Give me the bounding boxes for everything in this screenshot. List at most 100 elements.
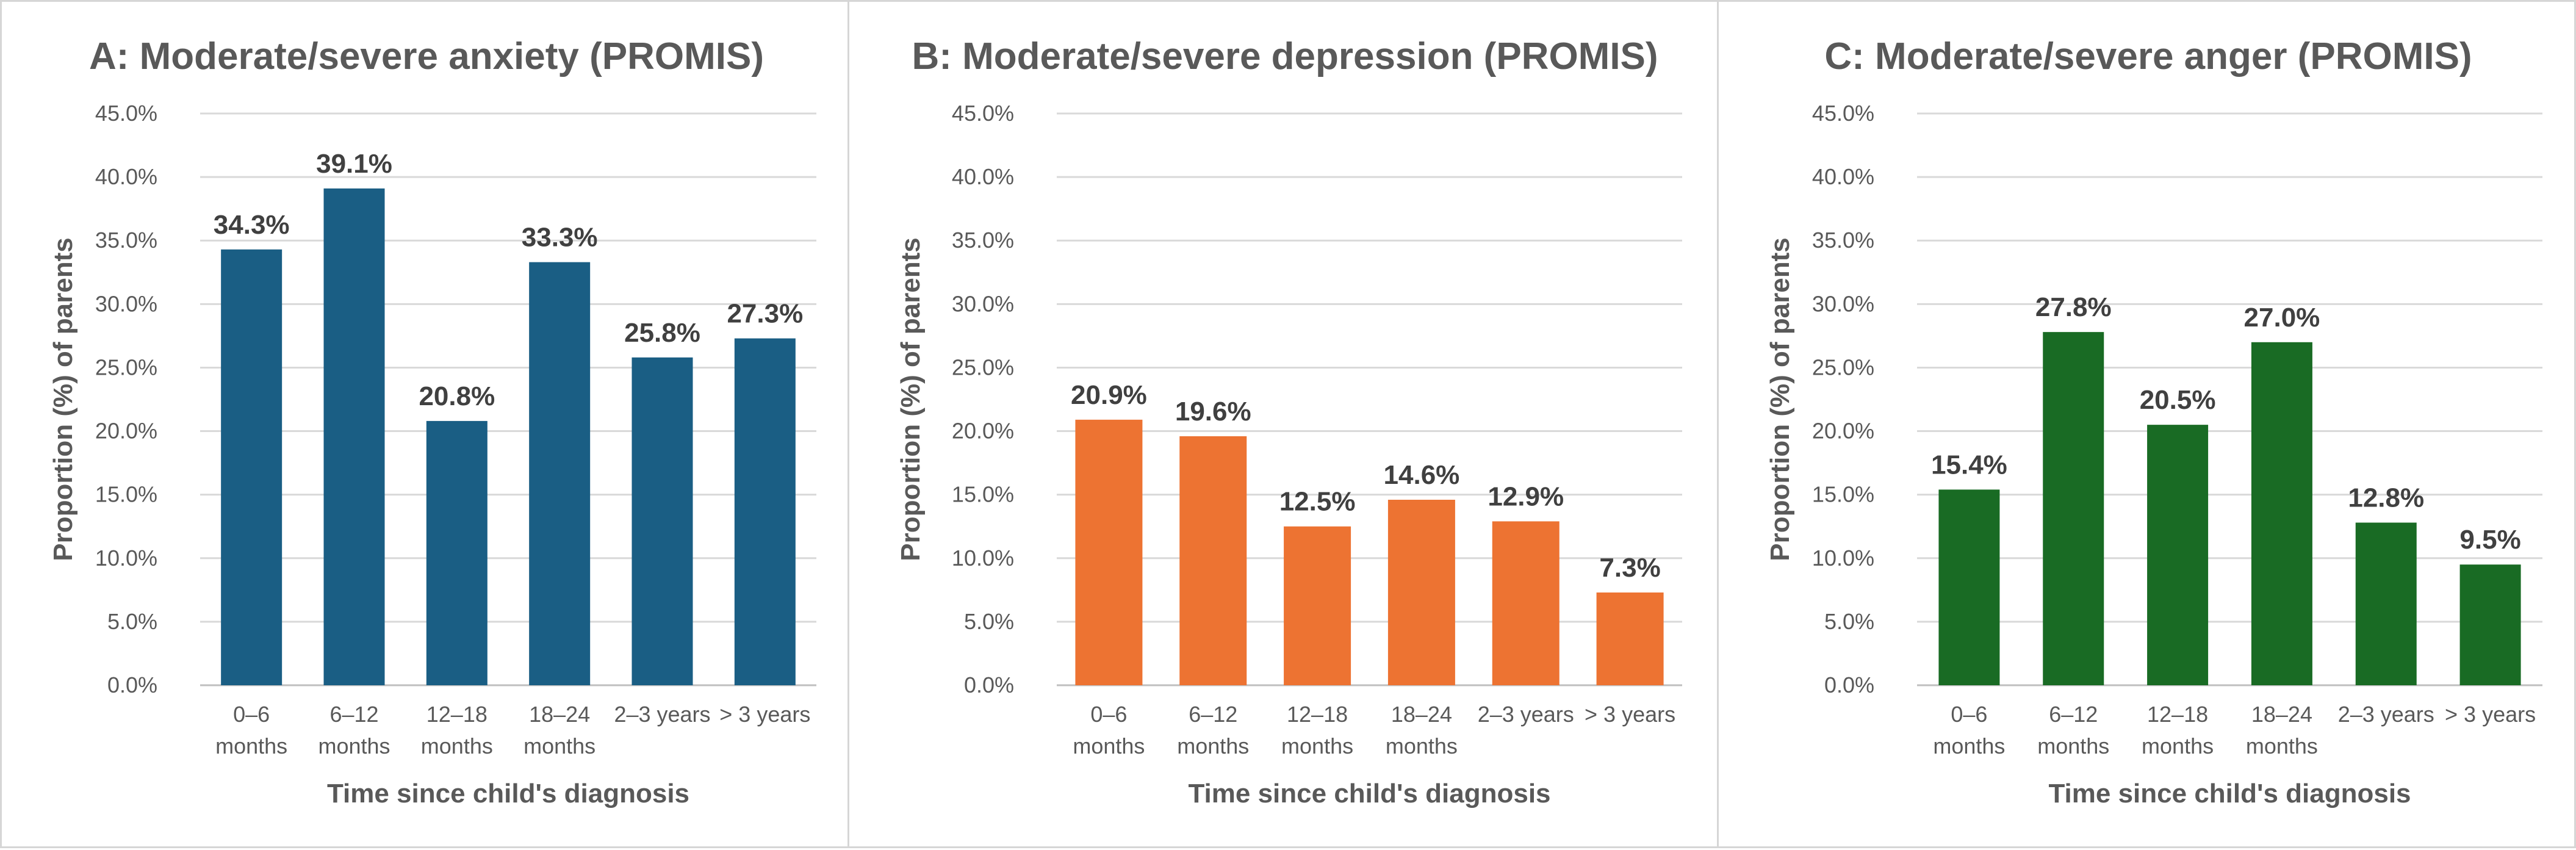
y-tick-label: 5.0% <box>1824 609 1874 634</box>
x-tick-label: 18–24 months <box>2246 702 2318 758</box>
bar <box>2147 425 2209 685</box>
y-tick-label: 35.0% <box>1812 228 1874 253</box>
x-tick-line: 12–18 <box>2147 702 2208 727</box>
bar <box>1179 436 1247 685</box>
bar <box>631 357 693 685</box>
chart-c: C: Moderate/severe anger (PROMIS) 0.0% 5.0… <box>1765 35 2542 809</box>
y-tick-label: 40.0% <box>95 164 157 189</box>
y-tick-label: 20.0% <box>1812 419 1874 444</box>
data-label: 19.6% <box>1175 397 1251 427</box>
data-label: 34.3% <box>214 210 290 240</box>
bar <box>529 262 591 685</box>
y-tick-label: 20.0% <box>952 419 1014 444</box>
x-tick-line: 18–24 <box>2251 702 2312 727</box>
y-tick-label: 25.0% <box>1812 355 1874 380</box>
x-tick-label: 12–18 months <box>2142 702 2214 758</box>
y-tick-label: 0.0% <box>107 672 157 697</box>
y-tick-label: 30.0% <box>952 291 1014 316</box>
x-tick-line: months <box>1281 733 1353 758</box>
x-axis-title: Time since child's diagnosis <box>1188 779 1550 809</box>
data-label: 39.1% <box>316 149 392 179</box>
data-label: 27.3% <box>727 299 803 329</box>
bar <box>2459 564 2521 685</box>
x-tick-label: 6–12 months <box>1177 702 1249 758</box>
y-tick-label: 10.0% <box>95 546 157 571</box>
x-tick-line: 18–24 <box>529 702 590 727</box>
x-tick-label: 2–3 years <box>2338 702 2434 727</box>
bar <box>734 338 796 685</box>
x-tick-line: months <box>1177 733 1249 758</box>
y-axis-title: Proportion (%) of parents <box>896 237 926 561</box>
chart-a: A: Moderate/severe anxiety (PROMIS) 0.0% 5… <box>48 35 816 809</box>
x-tick-line: > 3 years <box>2445 702 2536 727</box>
x-tick-label: 2–3 years <box>1478 702 1574 727</box>
y-tick-label: 30.0% <box>95 291 157 316</box>
y-tick-label: 20.0% <box>95 419 157 444</box>
y-tick-label: 45.0% <box>95 101 157 126</box>
x-tick-label: > 3 years <box>2445 702 2536 727</box>
chart-panel-b: B: Moderate/severe depression (PROMIS) 0.… <box>847 0 1719 848</box>
bar <box>2251 342 2312 685</box>
x-tick-line: 12–18 <box>426 702 487 727</box>
bar <box>1075 419 1143 685</box>
y-tick-label: 10.0% <box>1812 546 1874 571</box>
data-label: 12.8% <box>2348 483 2424 513</box>
x-tick-label: 0–6 months <box>1073 702 1145 758</box>
x-tick-line: months <box>1386 733 1458 758</box>
x-tick-line: months <box>2142 733 2214 758</box>
x-axis-title: Time since child's diagnosis <box>327 779 689 809</box>
bar <box>426 420 487 685</box>
x-tick-line: 6–12 <box>329 702 378 727</box>
data-label: 14.6% <box>1384 460 1460 490</box>
y-tick-label: 45.0% <box>952 101 1014 126</box>
x-tick-line: 6–12 <box>1189 702 1237 727</box>
bar <box>1284 526 1351 685</box>
bar <box>323 188 385 686</box>
data-label: 25.8% <box>624 318 700 348</box>
bar <box>2355 522 2417 685</box>
x-tick-label: 12–18 months <box>1281 702 1353 758</box>
bar <box>221 249 282 685</box>
data-label: 33.3% <box>522 223 598 253</box>
chart-title: B: Moderate/severe depression (PROMIS) <box>912 35 1658 77</box>
y-tick-label: 15.0% <box>1812 482 1874 507</box>
x-axis-title: Time since child's diagnosis <box>2048 779 2411 809</box>
y-tick-label: 0.0% <box>1824 672 1874 697</box>
x-tick-line: 0–6 <box>233 702 270 727</box>
chart-panel-a: A: Moderate/severe anxiety (PROMIS) 0.0% 5… <box>0 0 849 848</box>
x-tick-label: 0–6 months <box>1933 702 2005 758</box>
x-tick-line: months <box>2246 733 2318 758</box>
y-axis-title: Proportion (%) of parents <box>1765 237 1795 561</box>
x-tick-label: 6–12 months <box>2037 702 2109 758</box>
y-tick-label: 35.0% <box>95 228 157 253</box>
chart-panel-c: C: Moderate/severe anger (PROMIS) 0.0% 5.0… <box>1717 0 2576 848</box>
x-tick-line: > 3 years <box>1585 702 1675 727</box>
bar <box>2043 332 2104 685</box>
x-tick-line: months <box>215 733 287 758</box>
data-label: 27.0% <box>2244 303 2320 333</box>
data-label: 12.5% <box>1279 487 1356 517</box>
y-tick-label: 15.0% <box>95 482 157 507</box>
x-tick-line: months <box>318 733 390 758</box>
y-tick-label: 35.0% <box>952 228 1014 253</box>
x-tick-line: 0–6 <box>1090 702 1127 727</box>
data-label: 12.9% <box>1488 481 1564 511</box>
y-tick-label: 25.0% <box>95 355 157 380</box>
x-tick-line: 18–24 <box>1391 702 1452 727</box>
y-tick-label: 40.0% <box>952 164 1014 189</box>
y-tick-label: 30.0% <box>1812 291 1874 316</box>
data-label: 27.8% <box>2035 292 2112 322</box>
x-tick-line: > 3 years <box>719 702 810 727</box>
x-tick-line: 2–3 years <box>2338 702 2434 727</box>
data-label: 20.5% <box>2140 385 2216 415</box>
chart-b: B: Moderate/severe depression (PROMIS) 0.… <box>896 35 1682 809</box>
x-tick-line: 12–18 <box>1287 702 1348 727</box>
data-label: 9.5% <box>2459 525 2520 555</box>
x-tick-line: months <box>421 733 493 758</box>
bar <box>1387 499 1455 685</box>
data-label: 7.3% <box>1599 553 1660 583</box>
x-tick-label: 0–6 months <box>215 702 287 758</box>
x-tick-label: 12–18 months <box>421 702 493 758</box>
x-tick-line: 2–3 years <box>614 702 710 727</box>
